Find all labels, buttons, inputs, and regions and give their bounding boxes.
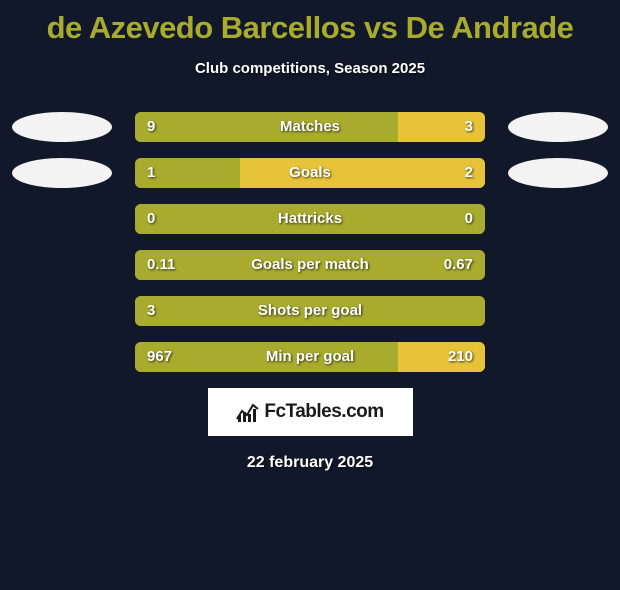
bar-left [135,296,485,326]
bar-left [135,250,485,280]
value-left: 1 [147,158,155,188]
bar-left [135,112,398,142]
subtitle: Club competitions, Season 2025 [0,60,620,77]
player-left-badge [12,158,112,188]
page-title: de Azevedo Barcellos vs De Andrade [0,10,620,46]
player-left-badge [12,112,112,142]
comparison-rows: 93Matches12Goals00Hattricks0.110.67Goals… [0,112,620,372]
bar-right [240,158,485,188]
value-left: 0 [147,204,155,234]
value-right: 2 [465,158,473,188]
bar-wrap [135,250,485,280]
comparison-row: 00Hattricks [0,204,620,234]
value-left: 967 [147,342,172,372]
bar-wrap [135,296,485,326]
chart-icon [236,401,260,423]
value-right: 0 [465,204,473,234]
comparison-row: 12Goals [0,158,620,188]
value-right: 0.67 [444,250,473,280]
bar-wrap [135,112,485,142]
value-left: 3 [147,296,155,326]
comparison-row: 967210Min per goal [0,342,620,372]
value-left: 9 [147,112,155,142]
bar-wrap [135,342,485,372]
logo-box: FcTables.com [208,388,413,436]
bar-wrap [135,204,485,234]
player-right-badge [508,112,608,142]
value-right: 3 [465,112,473,142]
comparison-row: 3Shots per goal [0,296,620,326]
value-right: 210 [448,342,473,372]
comparison-row: 0.110.67Goals per match [0,250,620,280]
date-label: 22 february 2025 [0,454,620,472]
value-left: 0.11 [147,250,175,280]
logo-text: FcTables.com [264,401,383,423]
comparison-row: 93Matches [0,112,620,142]
bar-left [135,204,485,234]
bar-left [135,342,398,372]
bar-wrap [135,158,485,188]
player-right-badge [508,158,608,188]
